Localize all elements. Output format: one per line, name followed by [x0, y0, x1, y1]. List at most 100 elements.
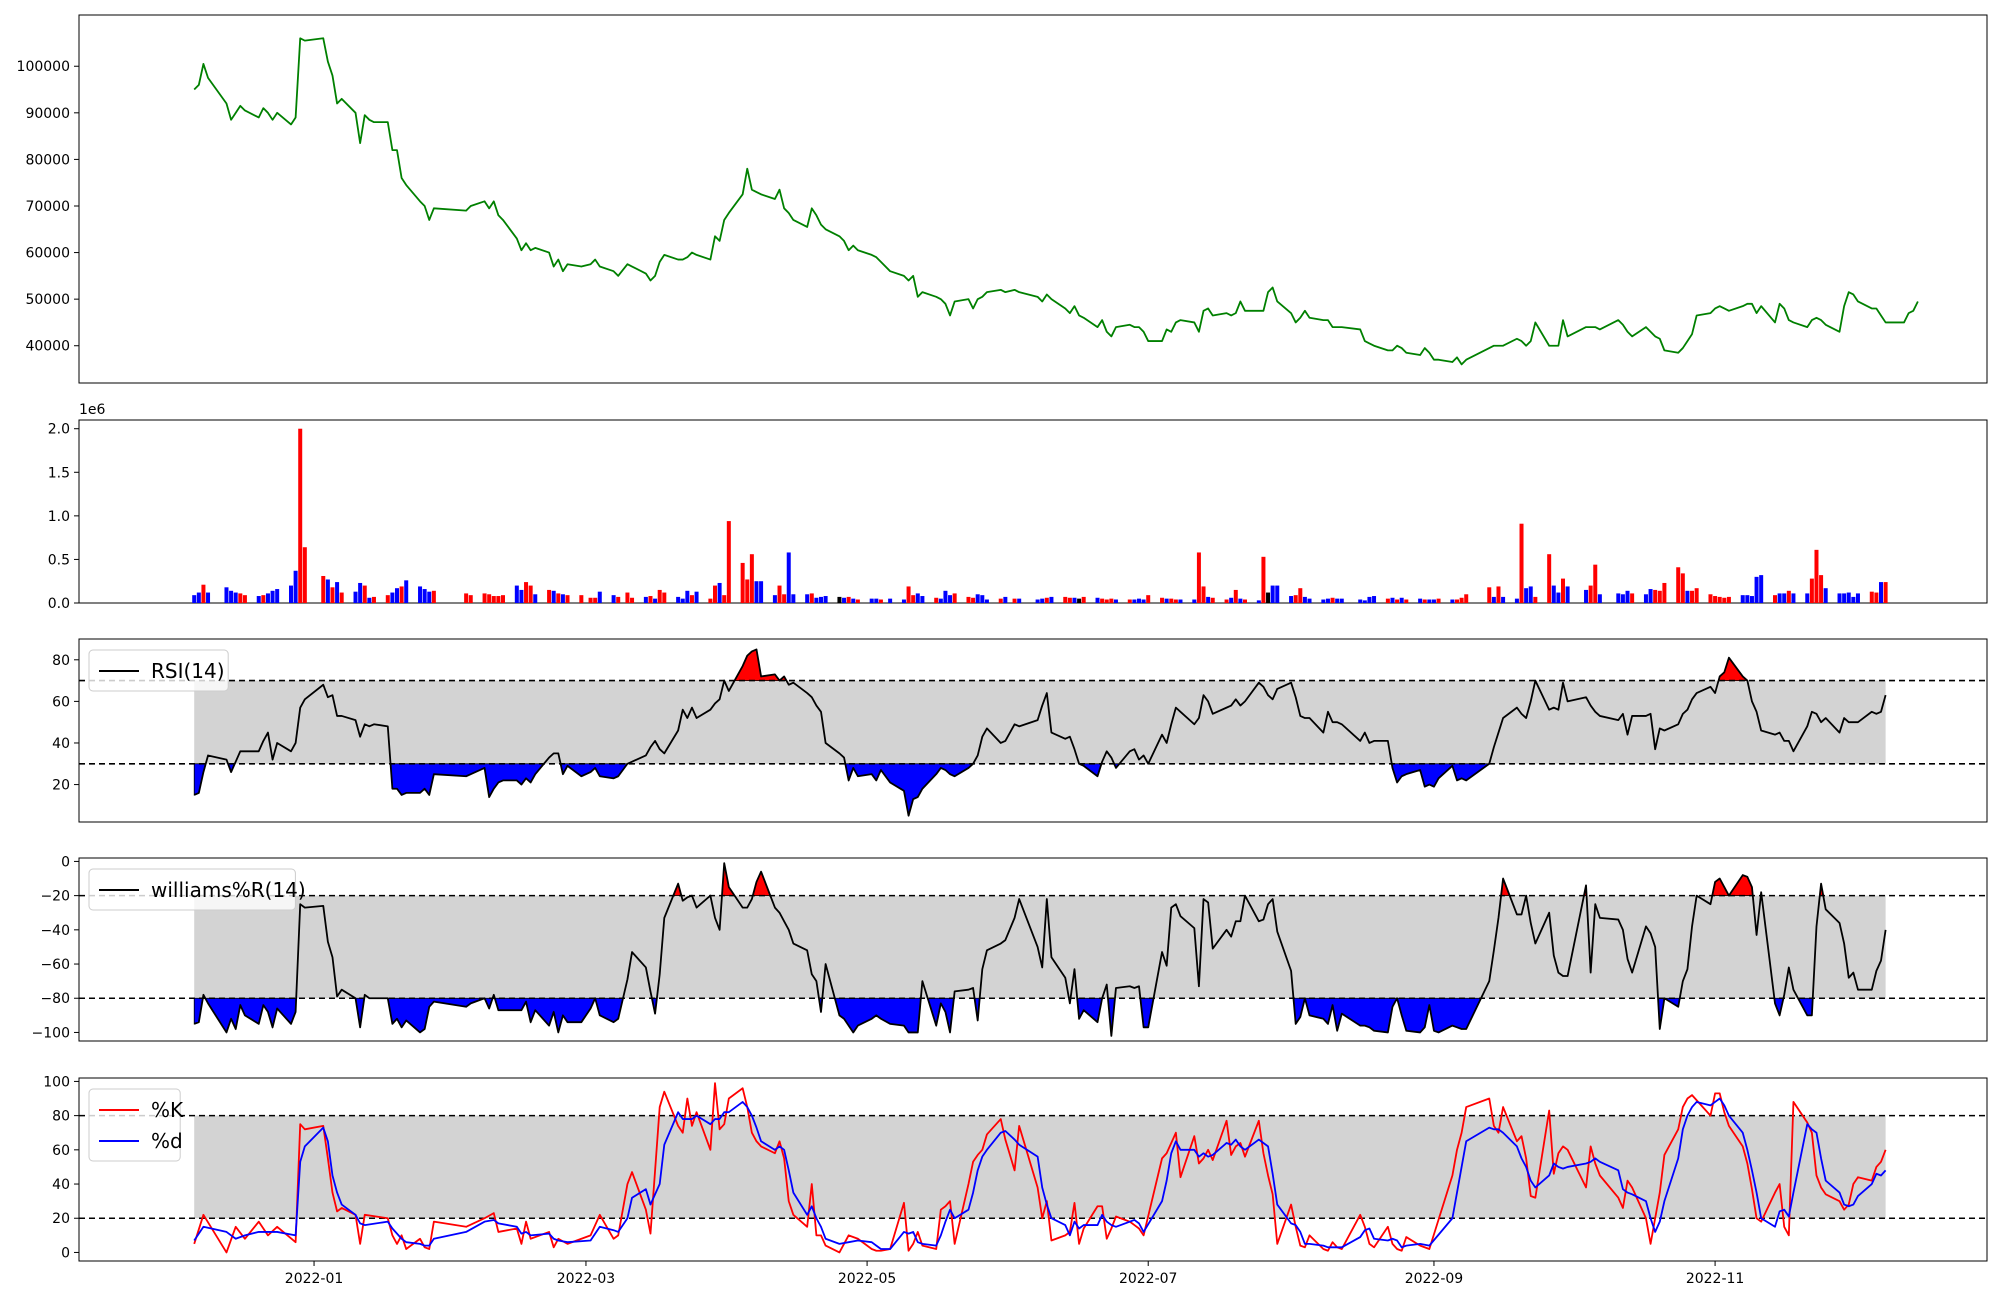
- volume-bar: [206, 592, 211, 603]
- volume-bar: [339, 592, 344, 603]
- volume-bar: [1040, 598, 1045, 603]
- williams-y-tick-label: −100: [32, 1025, 70, 1041]
- volume-bar: [630, 597, 635, 603]
- volume-bar: [298, 428, 303, 603]
- volume-bar: [938, 598, 943, 603]
- rsi-line: [193, 648, 1887, 817]
- volume-bar: [1390, 597, 1395, 603]
- volume-bar: [1270, 585, 1275, 603]
- volume-bar: [1372, 596, 1377, 603]
- volume-bar: [1307, 598, 1312, 603]
- volume-bar: [1321, 599, 1326, 603]
- volume-bar: [1339, 598, 1344, 603]
- volume-bar: [1685, 590, 1690, 603]
- volume-bar: [772, 595, 777, 603]
- volume-bar: [791, 594, 796, 603]
- price-axes-frame: [78, 14, 1988, 384]
- volume-bar: [869, 598, 874, 603]
- volume-bar: [1289, 596, 1294, 603]
- rsi-panel: 20 40 60 80 RSI(14): [52, 638, 1988, 823]
- volume-bar: [1063, 596, 1068, 603]
- volume-bar: [289, 585, 293, 603]
- price-y-tick-label: 50000: [25, 292, 70, 308]
- volume-bar: [1620, 594, 1625, 603]
- volume-bar: [1791, 593, 1796, 603]
- volume-bar: [1077, 598, 1082, 603]
- volume-bar: [528, 585, 533, 603]
- volume-bar: [1837, 593, 1842, 603]
- volume-bar: [427, 591, 432, 603]
- volume-bar: [980, 595, 985, 603]
- volume-bar: [1003, 596, 1008, 603]
- volume-bar: [1160, 597, 1165, 603]
- stochastic-y-tick-label: 80: [52, 1109, 70, 1125]
- volume-bar: [1137, 598, 1141, 603]
- volume-bar: [399, 586, 404, 603]
- volume-bar: [717, 582, 722, 603]
- volume-bar: [694, 591, 699, 603]
- volume-bar: [643, 596, 648, 603]
- volume-bar: [722, 595, 727, 603]
- volume-bar: [1879, 582, 1883, 603]
- rsi-band: [194, 680, 1886, 764]
- volume-bar: [1851, 596, 1856, 603]
- volume-bar: [1418, 598, 1423, 603]
- volume-bar: [1653, 589, 1658, 603]
- volume-bar: [1146, 595, 1151, 603]
- volume-bar: [915, 593, 920, 603]
- volume-bar: [1178, 599, 1183, 603]
- volume-bar: [1109, 598, 1114, 603]
- stochastic-panel: 0 20 40 60 80 100 2022-01 2022-03 2022-05 2022-07…: [43, 1074, 1988, 1287]
- volume-bar: [1298, 588, 1303, 603]
- volume-bar: [1874, 592, 1879, 603]
- williams-y-tick-label: −80: [40, 991, 70, 1007]
- volume-bar: [846, 596, 851, 603]
- date-tick-label: 2022-03: [557, 1271, 616, 1287]
- volume-bar: [749, 554, 754, 603]
- price-line: [193, 37, 1919, 366]
- volume-bar: [1196, 552, 1201, 603]
- volume-bar: [1362, 600, 1367, 603]
- stochastic-legend-label: %d: [151, 1129, 183, 1153]
- volume-bar: [265, 593, 270, 603]
- volume-bar: [685, 590, 690, 603]
- volume-bar: [805, 594, 810, 603]
- volume-bar: [1335, 598, 1340, 603]
- volume-bar: [468, 595, 473, 603]
- volume-bar: [851, 598, 856, 603]
- volume-bar: [482, 593, 487, 603]
- volume-bar: [275, 589, 280, 603]
- volume-bar: [238, 593, 243, 603]
- volume-bar: [1782, 593, 1787, 603]
- volume-bar: [616, 596, 621, 603]
- volume-bar: [1588, 585, 1593, 603]
- volume-bar: [330, 587, 335, 603]
- volume-bar: [611, 595, 616, 603]
- volume-bar: [1243, 599, 1247, 603]
- volume-bar: [325, 579, 330, 603]
- volume-bar: [680, 598, 685, 603]
- price-y-tick-label: 100000: [17, 59, 70, 75]
- volume-bar: [984, 599, 989, 603]
- volume-bar: [261, 595, 266, 603]
- volume-bar: [321, 575, 326, 603]
- volume-bar: [233, 592, 238, 603]
- volume-bar: [293, 570, 298, 603]
- volume-bar: [487, 594, 492, 603]
- volume-bar: [1035, 599, 1040, 603]
- volume-bar: [1431, 599, 1436, 603]
- williams-legend-label: williams%R(14): [151, 878, 306, 902]
- volume-bar: [745, 579, 750, 603]
- volume-bar: [1597, 594, 1602, 603]
- volume-bar: [1261, 556, 1266, 603]
- volume-bar: [1662, 582, 1667, 603]
- date-tick-label: 2022-05: [838, 1271, 897, 1287]
- volume-bar: [653, 598, 658, 603]
- volume-bar: [362, 585, 367, 603]
- williams-line: [193, 862, 1887, 1037]
- volume-bar: [1819, 575, 1824, 603]
- volume-bar: [1132, 599, 1137, 603]
- volume-bar: [966, 596, 971, 603]
- volume-bar: [782, 594, 787, 603]
- volume-bar: [1809, 578, 1814, 603]
